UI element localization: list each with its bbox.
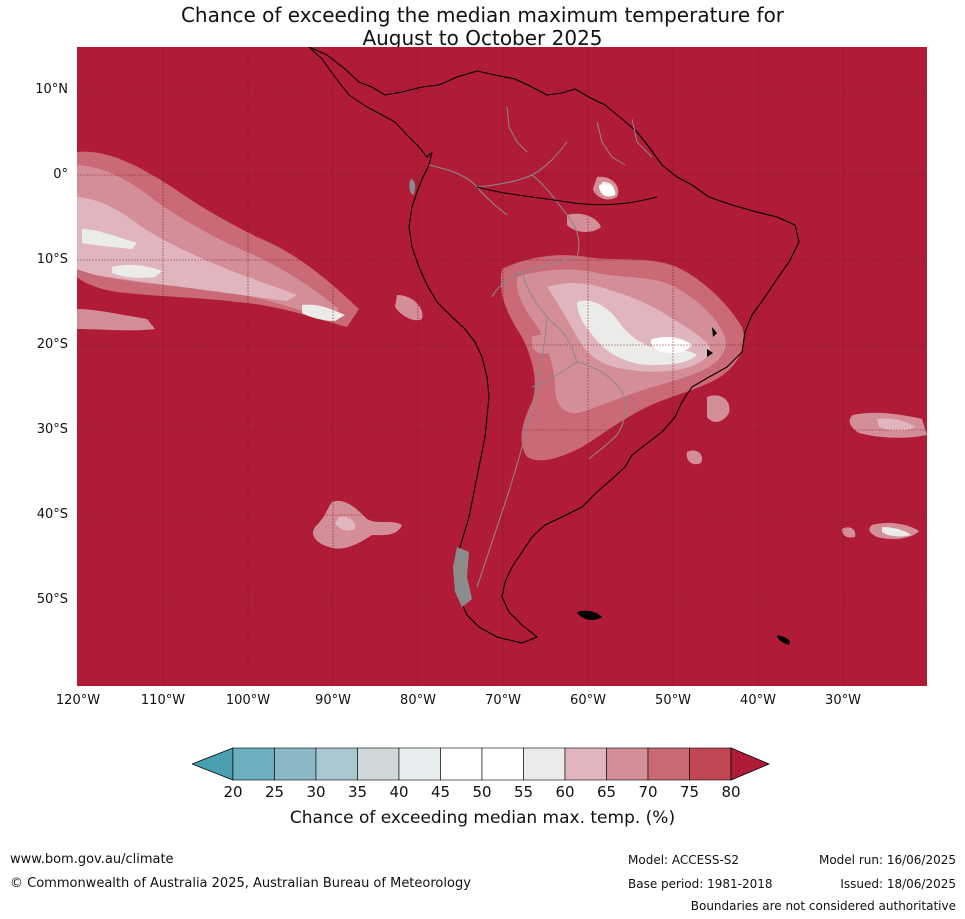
disclaimer-text: Boundaries are not considered authoritat…	[690, 899, 956, 913]
colorbar-tick-label: 60	[555, 783, 575, 801]
colorbar-tick-label: 65	[596, 783, 617, 801]
colorbar-segment	[232, 747, 275, 781]
colorbar	[190, 746, 774, 786]
colorbar-tick-label: 80	[721, 783, 741, 801]
map-canvas	[77, 47, 927, 686]
lon-label-110w: 110°W	[140, 693, 186, 708]
model-text: Model: ACCESS-S2	[628, 853, 740, 867]
colorbar-tick-label: 75	[679, 783, 700, 801]
continental-anomaly	[500, 255, 745, 461]
colorbar-tick-label: 40	[389, 783, 409, 801]
galapagos-gray	[409, 179, 416, 195]
colorbar-arrow-low	[190, 747, 234, 781]
colorbar-tick-label: 55	[513, 783, 534, 801]
issued-text: Issued: 18/06/2025	[840, 877, 956, 891]
lon-label-40w: 40°W	[740, 693, 776, 708]
colorbar-svg	[190, 747, 771, 781]
title-line-2: August to October 2025	[362, 26, 603, 50]
colorbar-tick-label: 30	[306, 783, 326, 801]
map-title: Chance of exceeding the median maximum t…	[0, 4, 965, 50]
lat-label-10s: 10°S	[36, 252, 68, 267]
colorbar-segment	[523, 747, 566, 781]
lon-label-100w: 100°W	[225, 693, 271, 708]
colorbar-tick-label: 70	[638, 783, 658, 801]
background-high-probability	[77, 47, 927, 686]
colorbar-arrow-high	[730, 747, 771, 781]
pacific-anomaly-band	[77, 151, 423, 331]
colorbar-label: Chance of exceeding median max. temp. (%…	[289, 808, 676, 828]
forecast-map	[77, 47, 927, 686]
lat-label-40s: 40°S	[36, 507, 68, 522]
website-link[interactable]: www.bom.gov.au/climate	[10, 852, 174, 867]
lat-label-0: 0°	[53, 167, 68, 182]
country-borders	[428, 106, 653, 588]
lon-label-120w: 120°W	[55, 693, 101, 708]
base-period-text: Base period: 1981-2018	[628, 877, 773, 891]
colorbar-segment	[398, 747, 441, 781]
lon-label-80w: 80°W	[400, 693, 436, 708]
colorbar-segment	[357, 747, 400, 781]
colorbar-tick-label: 25	[264, 783, 285, 801]
graticule	[77, 47, 927, 686]
lon-label-50w: 50°W	[655, 693, 691, 708]
colorbar-segment	[606, 747, 649, 781]
lon-label-70w: 70°W	[485, 693, 521, 708]
colorbar-tick-label: 20	[223, 783, 243, 801]
lat-label-30s: 30°S	[36, 422, 68, 437]
colorbar-tick-label: 50	[472, 783, 492, 801]
colorbar-segment	[481, 747, 524, 781]
patagonia-ice-gray	[453, 547, 472, 607]
colorbar-segment	[647, 747, 690, 781]
south-america-coastline	[308, 47, 800, 644]
central-america-coastline	[308, 47, 433, 158]
lon-label-30w: 30°W	[825, 693, 861, 708]
colorbar-segment	[564, 747, 607, 781]
colorbar-segment	[315, 747, 358, 781]
copyright-text: © Commonwealth of Australia 2025, Austra…	[10, 876, 471, 891]
lat-label-20s: 20°S	[36, 337, 68, 352]
colorbar-segment	[274, 747, 317, 781]
pacific-patch-40s	[313, 500, 402, 549]
model-run-text: Model run: 16/06/2025	[818, 853, 956, 867]
colorbar-tick-label: 45	[430, 783, 451, 801]
falkland-islands	[577, 610, 602, 620]
colorbar-tick-label: 35	[347, 783, 368, 801]
lat-label-50s: 50°S	[36, 592, 68, 607]
amazon-river	[476, 186, 658, 206]
lat-label-10n: 10°N	[35, 82, 68, 97]
lon-label-90w: 90°W	[315, 693, 351, 708]
colorbar-segment	[440, 747, 483, 781]
colorbar-segment	[689, 747, 732, 781]
lon-label-60w: 60°W	[570, 693, 606, 708]
title-line-1: Chance of exceeding the median maximum t…	[180, 3, 785, 27]
